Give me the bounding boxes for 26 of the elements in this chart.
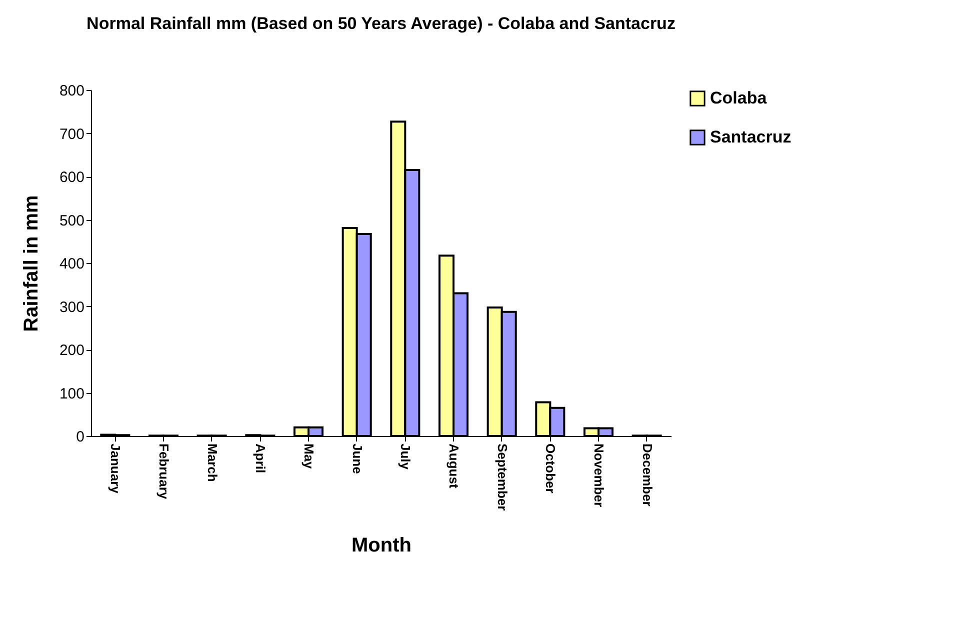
x-tick-label: November (592, 444, 606, 508)
y-tick-label: 200 (59, 342, 84, 359)
x-tick-label: February (156, 444, 172, 500)
x-tick-label: December (640, 444, 655, 506)
legend-label: Colaba (710, 88, 768, 108)
chart-title: Normal Rainfall mm (Based on 50 Years Average) - Colaba and Santacruz (86, 14, 676, 33)
x-tick-label: March (204, 444, 220, 482)
x-tick-label: August (446, 444, 462, 489)
x-tick-label: January (108, 444, 124, 494)
x-tick-label: October (543, 444, 558, 494)
y-tick-label: 800 (59, 82, 84, 100)
y-axis-title: Rainfall in mm (20, 195, 42, 332)
legend-label: Santacruz (710, 128, 792, 146)
y-tick-label: 700 (59, 126, 84, 143)
x-tick-label: April (253, 444, 268, 474)
y-tick-label: 300 (59, 298, 84, 316)
y-tick-label: 0 (76, 428, 84, 446)
x-tick-label: September (494, 444, 510, 511)
y-tick-label: 600 (59, 169, 84, 186)
y-tick-label: 500 (59, 212, 84, 230)
x-tick-label: June (350, 444, 365, 474)
x-tick-label: May (302, 444, 316, 470)
x-axis-title: Month (352, 534, 412, 557)
y-tick-label: 400 (59, 256, 84, 272)
x-tick-label: July (398, 444, 414, 470)
y-tick-label: 100 (59, 385, 84, 402)
